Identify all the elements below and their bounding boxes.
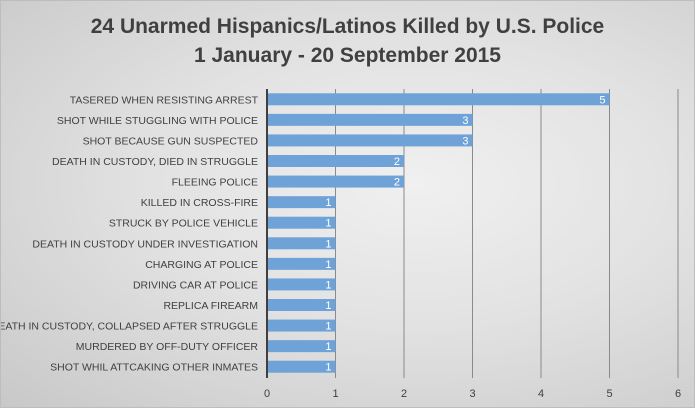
data-label: 1 — [325, 259, 331, 271]
data-label: 3 — [462, 135, 468, 147]
x-tick-label: 6 — [675, 388, 681, 400]
category-label: MURDERED BY OFF-DUTY OFFICER — [76, 341, 259, 353]
category-label: STRUCK BY POLICE VEHICLE — [109, 218, 258, 230]
chart-title-line-2: 1 January - 20 September 2015 — [193, 44, 501, 67]
bar — [267, 257, 336, 270]
bar — [267, 155, 404, 167]
bar — [267, 175, 404, 188]
data-label: 1 — [325, 362, 331, 374]
bar — [267, 113, 473, 126]
category-label: SHOT WHILE STUGGLING WITH POLICE — [57, 115, 258, 127]
data-label: 1 — [325, 279, 331, 291]
data-label: 1 — [325, 197, 331, 209]
category-label: DEATH IN CUSTODY, DIED IN STRUGGLE — [52, 156, 258, 168]
bar — [267, 93, 610, 106]
category-label: KILLED IN CROSS-FIRE — [141, 197, 258, 209]
data-label: 1 — [325, 300, 331, 312]
category-label: SHOT WHIL ATTCAKING OTHER INMATES — [50, 362, 258, 374]
data-label: 1 — [325, 218, 331, 230]
category-label: TASERED WHEN RESISTING ARREST — [70, 94, 259, 106]
bar — [267, 237, 336, 250]
bar — [267, 299, 336, 311]
data-label: 1 — [325, 341, 331, 353]
data-label: 1 — [325, 238, 331, 250]
category-label: DEATH IN CUSTODY, COLLAPSED AFTER STRUGG… — [1, 321, 258, 333]
x-tick-label: 5 — [606, 388, 612, 400]
bar — [267, 196, 336, 209]
category-label: SHOT BECAUSE GUN SUSPECTED — [83, 135, 259, 147]
bar — [267, 134, 473, 147]
category-label: REPLICA FIREARM — [163, 300, 258, 312]
data-label: 2 — [394, 177, 400, 189]
x-tick-label: 2 — [401, 388, 407, 400]
bar — [267, 340, 336, 353]
bar — [267, 319, 336, 332]
data-label: 5 — [599, 94, 605, 106]
x-tick-label: 0 — [264, 388, 270, 400]
x-tick-label: 1 — [332, 388, 338, 400]
x-tick-label: 3 — [469, 388, 475, 400]
data-label: 2 — [394, 156, 400, 168]
data-label: 1 — [325, 321, 331, 333]
chart-title-line-1: 24 Unarmed Hispanics/Latinos Killed by U… — [90, 15, 605, 38]
category-label: DRIVING CAR AT POLICE — [133, 279, 258, 291]
category-label: DEATH IN CUSTODY UNDER INVESTIGATION — [32, 238, 258, 250]
data-label: 3 — [462, 115, 468, 127]
category-label: CHARGING AT POLICE — [145, 259, 258, 271]
bar — [267, 278, 336, 291]
bar — [267, 216, 336, 229]
bar — [267, 360, 336, 373]
category-label: FLEEING POLICE — [172, 177, 258, 189]
x-tick-label: 4 — [538, 388, 544, 400]
